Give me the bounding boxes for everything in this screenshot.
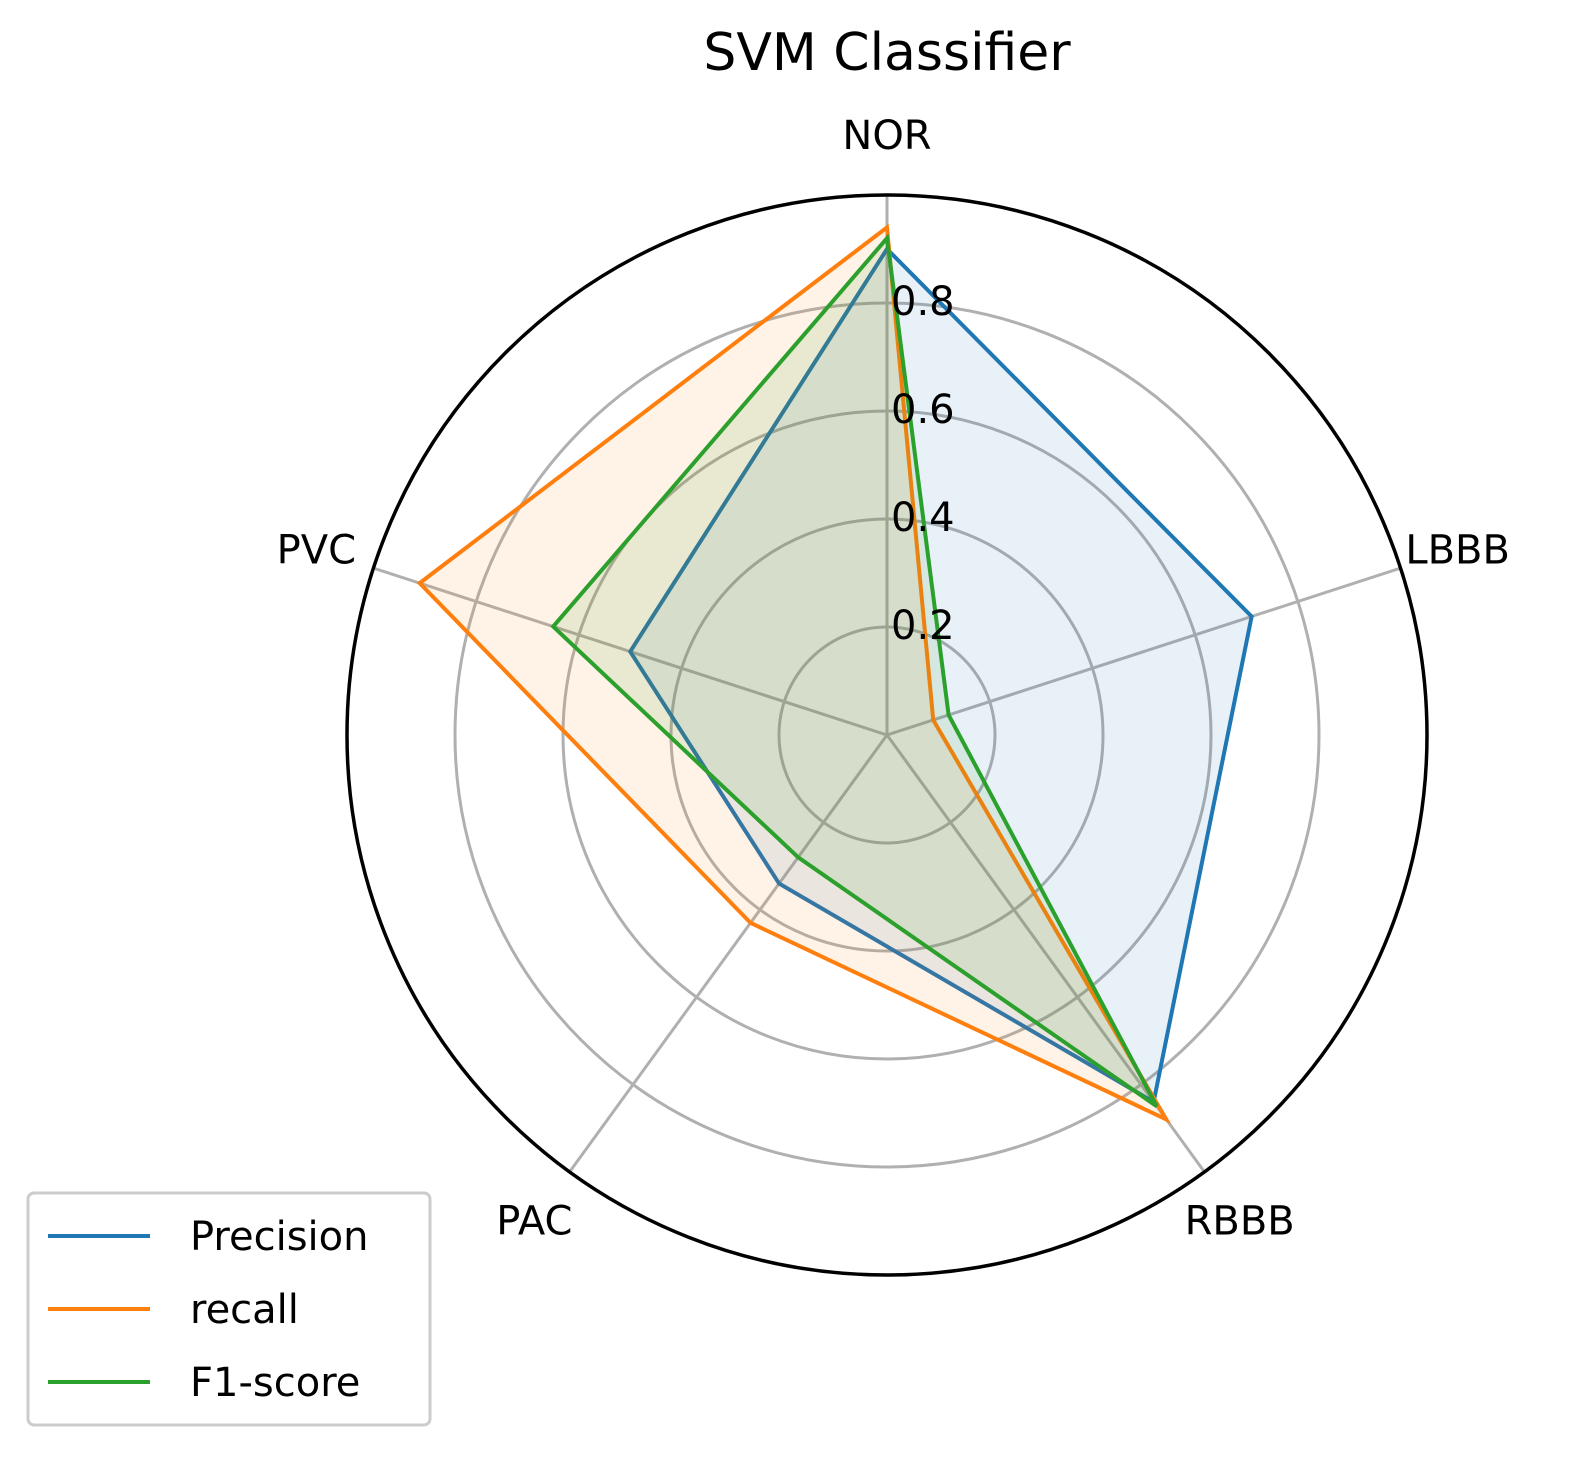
series-line-recall (416, 223, 1172, 1125)
legend-box (26, 1191, 432, 1427)
series-line-precision (627, 245, 1254, 1106)
axis-labels: 0.2 0.4 0.6 0.8 NOR LBBB RBBB PAC PVC (277, 113, 1510, 1244)
r-tick-label: 0.6 (891, 387, 955, 433)
chart-title: SVM Classifier (703, 23, 1071, 83)
spoke-pac (568, 734, 889, 1173)
r-tick-label: 0.8 (891, 279, 955, 325)
series-line-f1-score (550, 233, 1159, 1108)
legend-label: F1-score (190, 1360, 360, 1406)
category-label-lbbb: LBBB (1405, 528, 1510, 574)
legend: Precision recall F1-score (26, 1191, 432, 1427)
r-tick-label: 0.2 (891, 603, 955, 649)
r-tick-label: 0.4 (891, 495, 955, 541)
category-label-rbbb: RBBB (1185, 1198, 1295, 1244)
series-fill-recall (419, 227, 1167, 1120)
series-group (416, 223, 1254, 1125)
legend-label: recall (190, 1287, 299, 1333)
outer-frame (345, 193, 1429, 1277)
series-fill-f1-score (553, 238, 1157, 1107)
category-label-pac: PAC (496, 1198, 572, 1244)
legend-label: Precision (190, 1214, 368, 1260)
category-label-pvc: PVC (277, 528, 356, 574)
category-label-nor: NOR (842, 113, 931, 159)
spoke-lbbb (886, 566, 1402, 737)
